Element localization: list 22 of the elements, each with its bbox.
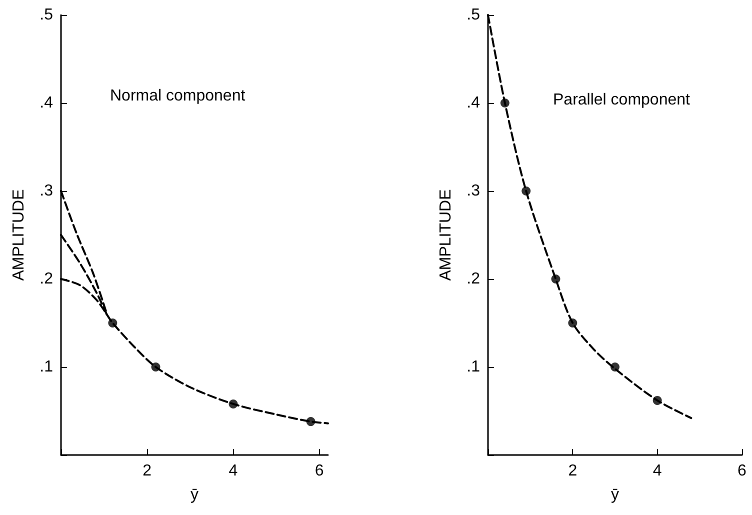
x-axis-title: ȳ (611, 486, 619, 504)
y-tick-label: .5 (40, 6, 54, 24)
x-tick-label: 6 (314, 462, 324, 480)
x-tick-label: 6 (738, 462, 747, 480)
annotation: Parallel component (553, 92, 691, 108)
x-tick-label: 2 (142, 462, 152, 480)
y-axis-title: AMPLITUDE (10, 189, 28, 281)
x-tick-label: 4 (228, 462, 238, 480)
y-tick-label: .3 (40, 182, 54, 200)
x-tick-label: 2 (568, 462, 578, 480)
annotation: Normal component (110, 88, 246, 104)
x-tick-label: 4 (652, 462, 662, 480)
y-tick-label: .4 (40, 94, 54, 112)
y-tick-label: .3 (466, 182, 480, 200)
y-tick-label: .1 (466, 358, 480, 376)
y-tick-label: .1 (40, 358, 54, 376)
y-axis-title: AMPLITUDE (438, 189, 454, 281)
y-tick-label: .4 (466, 94, 480, 112)
y-tick-label: .5 (466, 6, 480, 24)
y-tick-label: .2 (40, 270, 54, 288)
x-axis-title: ȳ (190, 486, 198, 504)
y-tick-label: .2 (466, 270, 480, 288)
